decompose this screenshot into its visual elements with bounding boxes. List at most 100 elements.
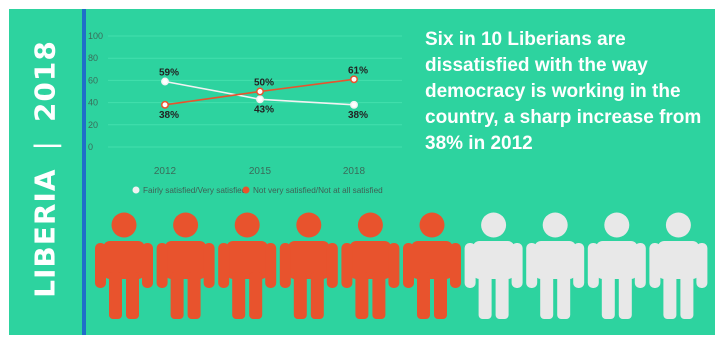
person-arm [649,243,661,288]
person-leg [495,272,509,319]
pictogram [95,212,708,319]
person-arm [587,243,599,288]
person-icon [218,212,277,319]
person-icon [341,212,400,319]
person-arm [142,243,153,288]
person-leg [109,272,122,319]
vertical-divider [82,9,86,335]
person-leg [372,272,386,319]
person-icon [526,212,585,319]
person-icon [587,212,646,319]
y-tick-label: 40 [88,98,98,108]
person-head [357,212,383,238]
data-label: 43% [254,104,274,115]
person-icon [464,212,523,319]
person-arm [156,243,168,288]
person-body [349,241,392,279]
person-body [226,241,269,279]
person-leg [170,272,184,319]
infographic-canvas: LIBERIA|2018 0 20 40 60 80 100 2012 2015 2018 59%… [9,9,715,335]
person-leg [310,272,324,319]
person-head [173,212,199,238]
line-chart: 0 20 40 60 80 100 2012 2015 2018 59% 43% 38% 38% 50% 6… [88,31,402,195]
person-body [657,241,700,279]
legend-label: Fairly satisfied/Very satisfied [143,186,247,195]
x-tick-label: 2012 [154,166,177,177]
person-head [481,212,507,238]
person-body [287,241,330,279]
person-leg [540,272,554,319]
person-arm [573,243,585,288]
legend-marker [242,186,250,194]
person-arm [341,243,353,288]
y-tick-label: 60 [88,75,98,85]
person-head [419,212,445,238]
person-leg [293,272,307,319]
person-body [411,241,453,279]
person-head [111,212,137,238]
person-arm [95,243,106,288]
person-body [534,241,577,279]
person-head [665,212,691,238]
data-point [161,100,169,109]
data-point [256,87,264,96]
person-leg [417,272,430,319]
person-body [103,241,145,279]
person-leg [187,272,201,319]
person-leg [557,272,571,319]
person-leg [618,272,632,319]
person-arm [634,243,646,288]
person-body [164,241,207,279]
person-icon [649,212,708,319]
legend-label: Not very satisfied/Not at all satisfied [253,186,383,195]
person-head [234,212,260,238]
person-icon [95,212,153,319]
person-leg [232,272,246,319]
person-leg [434,272,447,319]
data-label: 61% [348,65,368,76]
data-point [256,95,264,104]
data-point [161,77,169,86]
person-icon [403,212,461,319]
person-arm [218,243,230,288]
person-leg [478,272,492,319]
person-arm [203,243,215,288]
x-tick-label: 2015 [249,166,272,177]
person-icon [279,212,338,319]
headline: Six in 10 Liberians are dissatisfied wit… [425,29,702,154]
data-label: 50% [254,78,274,89]
data-label: 59% [159,68,179,79]
person-leg [355,272,369,319]
legend-marker [132,186,140,194]
y-tick-label: 20 [88,120,98,130]
person-arm [265,243,277,288]
person-arm [326,243,338,288]
person-head [296,212,322,238]
person-arm [403,243,414,288]
person-leg [663,272,677,319]
person-body [595,241,638,279]
person-arm [388,243,400,288]
person-leg [680,272,694,319]
data-label: 38% [348,110,368,121]
data-point [350,75,358,84]
data-point [350,100,358,109]
person-leg [601,272,615,319]
person-arm [450,243,461,288]
person-body [472,241,515,279]
y-tick-label: 100 [88,31,103,41]
person-head [604,212,630,238]
person-icon [156,212,215,319]
person-leg [249,272,263,319]
person-arm [279,243,291,288]
x-tick-label: 2018 [343,166,366,177]
person-leg [126,272,139,319]
person-arm [511,243,523,288]
person-arm [526,243,538,288]
person-arm [464,243,476,288]
y-tick-label: 0 [88,142,93,152]
person-head [542,212,568,238]
data-label: 38% [159,110,179,121]
y-tick-label: 80 [88,53,98,63]
person-arm [696,243,708,288]
